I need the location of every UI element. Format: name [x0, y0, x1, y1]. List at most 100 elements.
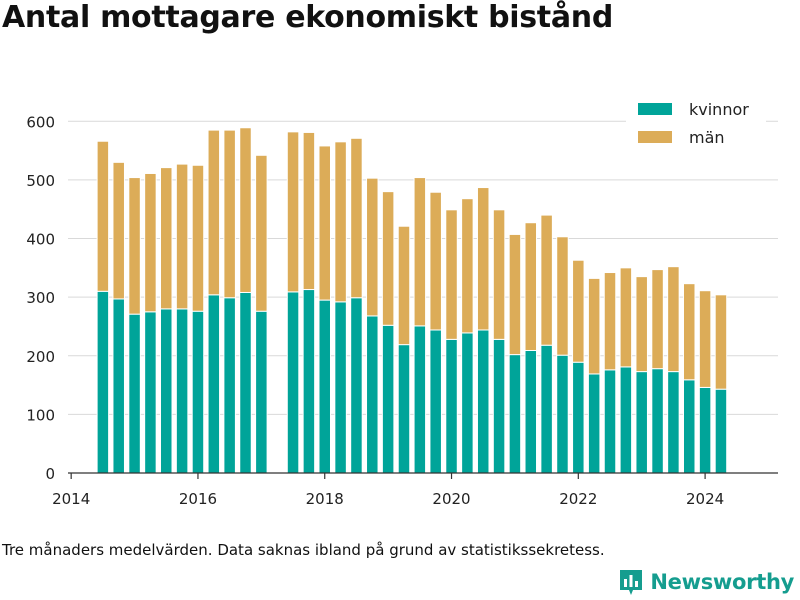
- bar-segment-kvinnor: [112, 298, 125, 474]
- bar-segment-man: [508, 233, 522, 356]
- bar-segment-man: [461, 198, 474, 334]
- bar-segment-kvinnor: [429, 329, 442, 474]
- bar-segment-kvinnor: [667, 371, 680, 474]
- bar-segment-man: [429, 191, 442, 331]
- bar-segment-man: [587, 277, 601, 375]
- y-tick-label: 200: [26, 348, 55, 366]
- bar-segment-kvinnor: [366, 315, 379, 474]
- bar-segment-kvinnor: [556, 354, 569, 474]
- y-tick-label: 100: [26, 406, 55, 424]
- bar-segment-kvinnor: [302, 289, 316, 474]
- bar-segment-kvinnor: [635, 371, 648, 474]
- x-tick-label: 2024: [686, 490, 724, 508]
- bar-segment-kvinnor: [286, 291, 300, 474]
- bar-segment-kvinnor: [239, 291, 252, 474]
- x-tick-label: 2020: [432, 490, 470, 508]
- bar-segment-man: [96, 140, 110, 292]
- chart-title: Antal mottagare ekonomiskt bistånd: [2, 0, 614, 35]
- bar-segment-man: [350, 137, 363, 299]
- bar-segment-man: [381, 191, 395, 326]
- legend-item-man: män: [638, 128, 725, 147]
- bar-segment-kvinnor: [508, 354, 522, 474]
- bar-chart-logo-icon: [620, 570, 643, 595]
- bar-segment-man: [191, 164, 205, 312]
- bar-segment-man: [492, 209, 506, 340]
- y-tick-label: 600: [26, 113, 55, 131]
- bar-segment-kvinnor: [619, 366, 633, 474]
- bar-segment-kvinnor: [397, 344, 411, 474]
- bar-segment-kvinnor: [255, 310, 268, 474]
- bar-segment-kvinnor: [698, 386, 712, 474]
- bar-segment-man: [175, 163, 189, 310]
- bar-segment-man: [635, 276, 648, 373]
- bar-segment-kvinnor: [413, 325, 427, 474]
- x-tick-label: 2016: [179, 490, 217, 508]
- axes: 0 100 200 300 400 500 600 2014 2016 2018 2020 2022 2…: [26, 113, 778, 508]
- y-tick-label: 400: [26, 231, 55, 249]
- bar-segment-kvinnor: [191, 310, 205, 474]
- bar-segment-man: [603, 272, 617, 371]
- bar-segment-man: [698, 290, 712, 388]
- bar-segment-kvinnor: [540, 344, 553, 474]
- bar-segment-kvinnor: [445, 338, 458, 474]
- bar-segment-man: [286, 131, 300, 293]
- bars: [96, 127, 728, 474]
- bar-segment-man: [397, 225, 411, 346]
- legend-swatch-kvinnor: [638, 103, 672, 115]
- bar-segment-kvinnor: [96, 290, 110, 474]
- legend: kvinnor män: [626, 92, 766, 160]
- bar-segment-man: [302, 131, 316, 291]
- bar-segment-man: [334, 141, 347, 303]
- bar-segment-kvinnor: [461, 332, 474, 474]
- bar-segment-man: [556, 236, 569, 356]
- bar-segment-man: [619, 267, 633, 368]
- legend-item-kvinnor: kvinnor: [638, 100, 749, 119]
- footnote: Tre månaders medelvärden. Data saknas ib…: [2, 541, 605, 559]
- bar-segment-man: [255, 154, 268, 312]
- x-tick-label: 2022: [559, 490, 597, 508]
- x-tick-label: 2018: [306, 490, 344, 508]
- bar-segment-kvinnor: [603, 369, 617, 474]
- bar-segment-kvinnor: [524, 349, 538, 474]
- brand-name: Newsworthy: [650, 570, 794, 594]
- bar-segment-kvinnor: [587, 373, 601, 474]
- bar-segment-man: [445, 209, 458, 340]
- bar-segment-man: [128, 177, 141, 315]
- bar-segment-man: [112, 161, 125, 300]
- y-tick-label: 0: [45, 465, 55, 483]
- bar-segment-kvinnor: [683, 379, 696, 474]
- bar-segment-kvinnor: [223, 297, 236, 474]
- bar-segment-kvinnor: [144, 311, 157, 474]
- bar-segment-man: [524, 222, 538, 351]
- bar-segment-kvinnor: [651, 368, 664, 474]
- brand-logo[interactable]: Newsworthy: [618, 568, 794, 596]
- bar-segment-man: [476, 187, 490, 331]
- bar-segment-kvinnor: [476, 329, 490, 474]
- bar-segment-man: [651, 269, 664, 370]
- bar-segment-kvinnor: [334, 301, 347, 474]
- bar-segment-kvinnor: [350, 297, 363, 474]
- bar-segment-man: [160, 167, 173, 310]
- bar-segment-man: [667, 266, 680, 373]
- bar-segment-man: [318, 145, 331, 301]
- y-tick-label: 500: [26, 172, 55, 190]
- bar-segment-kvinnor: [492, 338, 506, 474]
- bar-segment-man: [366, 177, 379, 317]
- stacked-bar-chart: 0 100 200 300 400 500 600 2014 2016 2018 2020 2022 2…: [26, 92, 778, 508]
- bar-segment-man: [714, 294, 728, 390]
- bar-segment-kvinnor: [381, 324, 395, 474]
- bar-segment-man: [683, 283, 696, 381]
- bar-segment-kvinnor: [207, 294, 221, 474]
- bar-segment-man: [144, 172, 157, 313]
- bar-segment-man: [413, 177, 427, 327]
- bar-segment-man: [572, 259, 585, 363]
- x-tick-label: 2014: [52, 490, 90, 508]
- bar-segment-man: [207, 129, 221, 296]
- bar-segment-kvinnor: [714, 388, 728, 474]
- bar-segment-kvinnor: [572, 361, 585, 474]
- bar-segment-man: [540, 214, 553, 346]
- legend-label-man: män: [689, 128, 725, 147]
- legend-label-kvinnor: kvinnor: [689, 100, 749, 119]
- bar-segment-man: [239, 127, 252, 293]
- bar-segment-kvinnor: [128, 313, 141, 474]
